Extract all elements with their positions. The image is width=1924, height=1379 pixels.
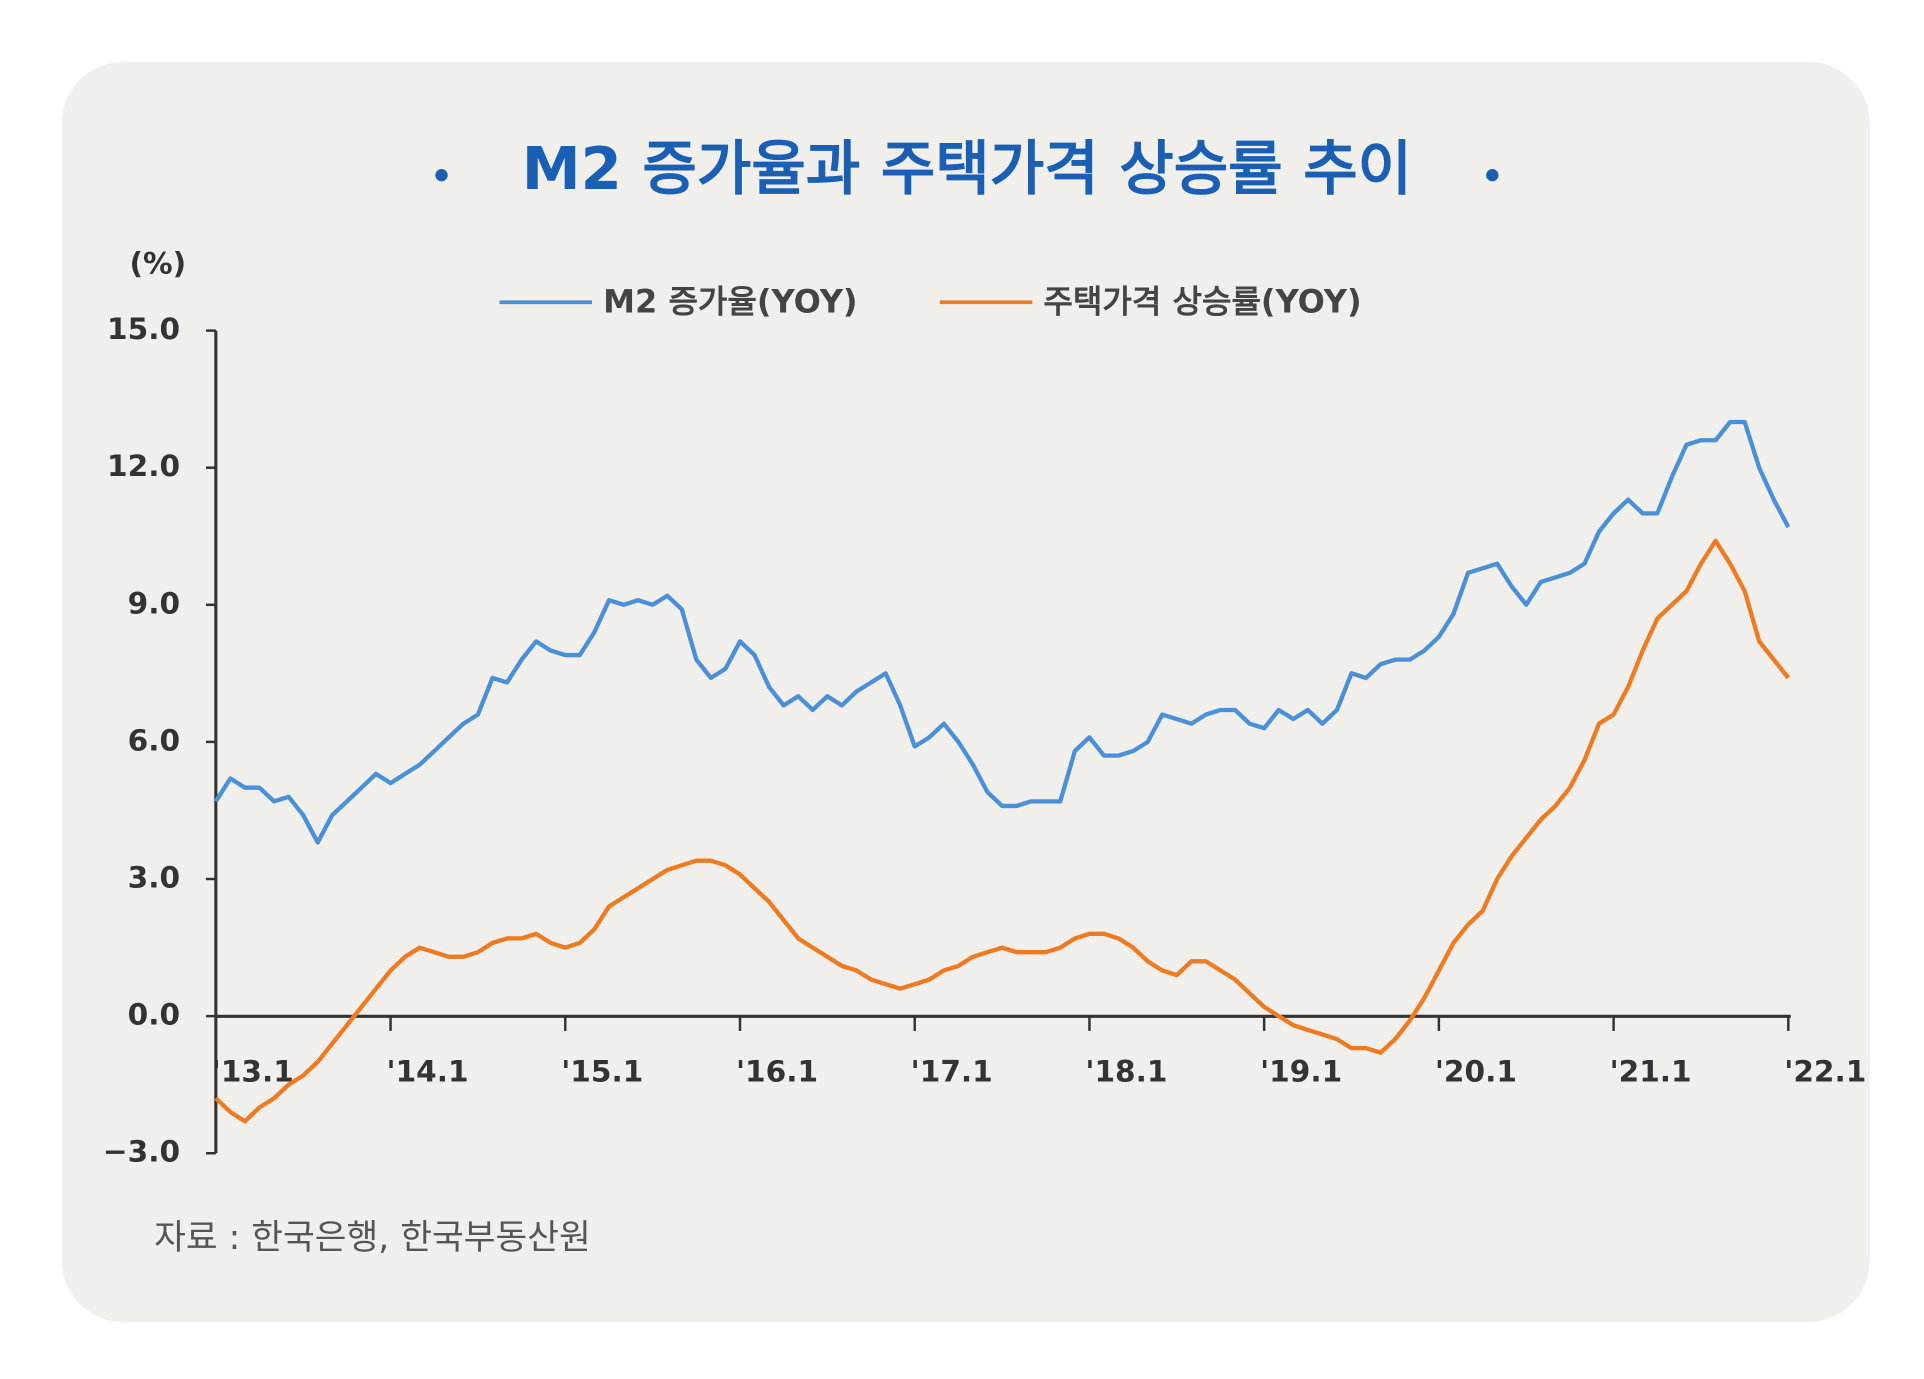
- x-tick-label: '15.1: [561, 1054, 643, 1088]
- y-tick-label: 15.0: [107, 312, 180, 346]
- x-tick-label: '16.1: [736, 1054, 818, 1088]
- series-line: [214, 419, 1791, 845]
- card: [61, 61, 1870, 1323]
- x-tick-label: '13.1: [212, 1054, 294, 1088]
- title-dot: [1486, 169, 1499, 182]
- x-tick-label: '20.1: [1435, 1054, 1517, 1088]
- x-tick-label: '14.1: [387, 1054, 469, 1088]
- y-tick-label: 6.0: [128, 723, 180, 757]
- y-tick-label: 12.0: [107, 449, 180, 483]
- source: 자료 : 한국은행, 한국부동산원: [154, 1218, 591, 1258]
- y-axis-label: (%): [130, 247, 187, 281]
- x-tick-label: '19.1: [1260, 1054, 1342, 1088]
- chart-title: M2 증가율과 주택가격 상승률 추이: [522, 134, 1412, 203]
- x-tick-label: '22.1: [1784, 1054, 1866, 1088]
- legend-label: M2 증가율(YOY): [603, 282, 857, 320]
- y-tick-label: 0.0: [128, 998, 180, 1032]
- title-dot: [435, 169, 448, 182]
- y-tick-label: 9.0: [128, 586, 180, 620]
- y-tick-label: −3.0: [103, 1135, 180, 1169]
- series-line: [214, 538, 1791, 1124]
- x-tick-label: '17.1: [911, 1054, 993, 1088]
- y-tick-label: 3.0: [128, 861, 180, 895]
- x-tick-label: '21.1: [1610, 1054, 1692, 1088]
- legend-label: 주택가격 상승률(YOY): [1043, 282, 1361, 320]
- x-tick-label: '18.1: [1085, 1054, 1167, 1088]
